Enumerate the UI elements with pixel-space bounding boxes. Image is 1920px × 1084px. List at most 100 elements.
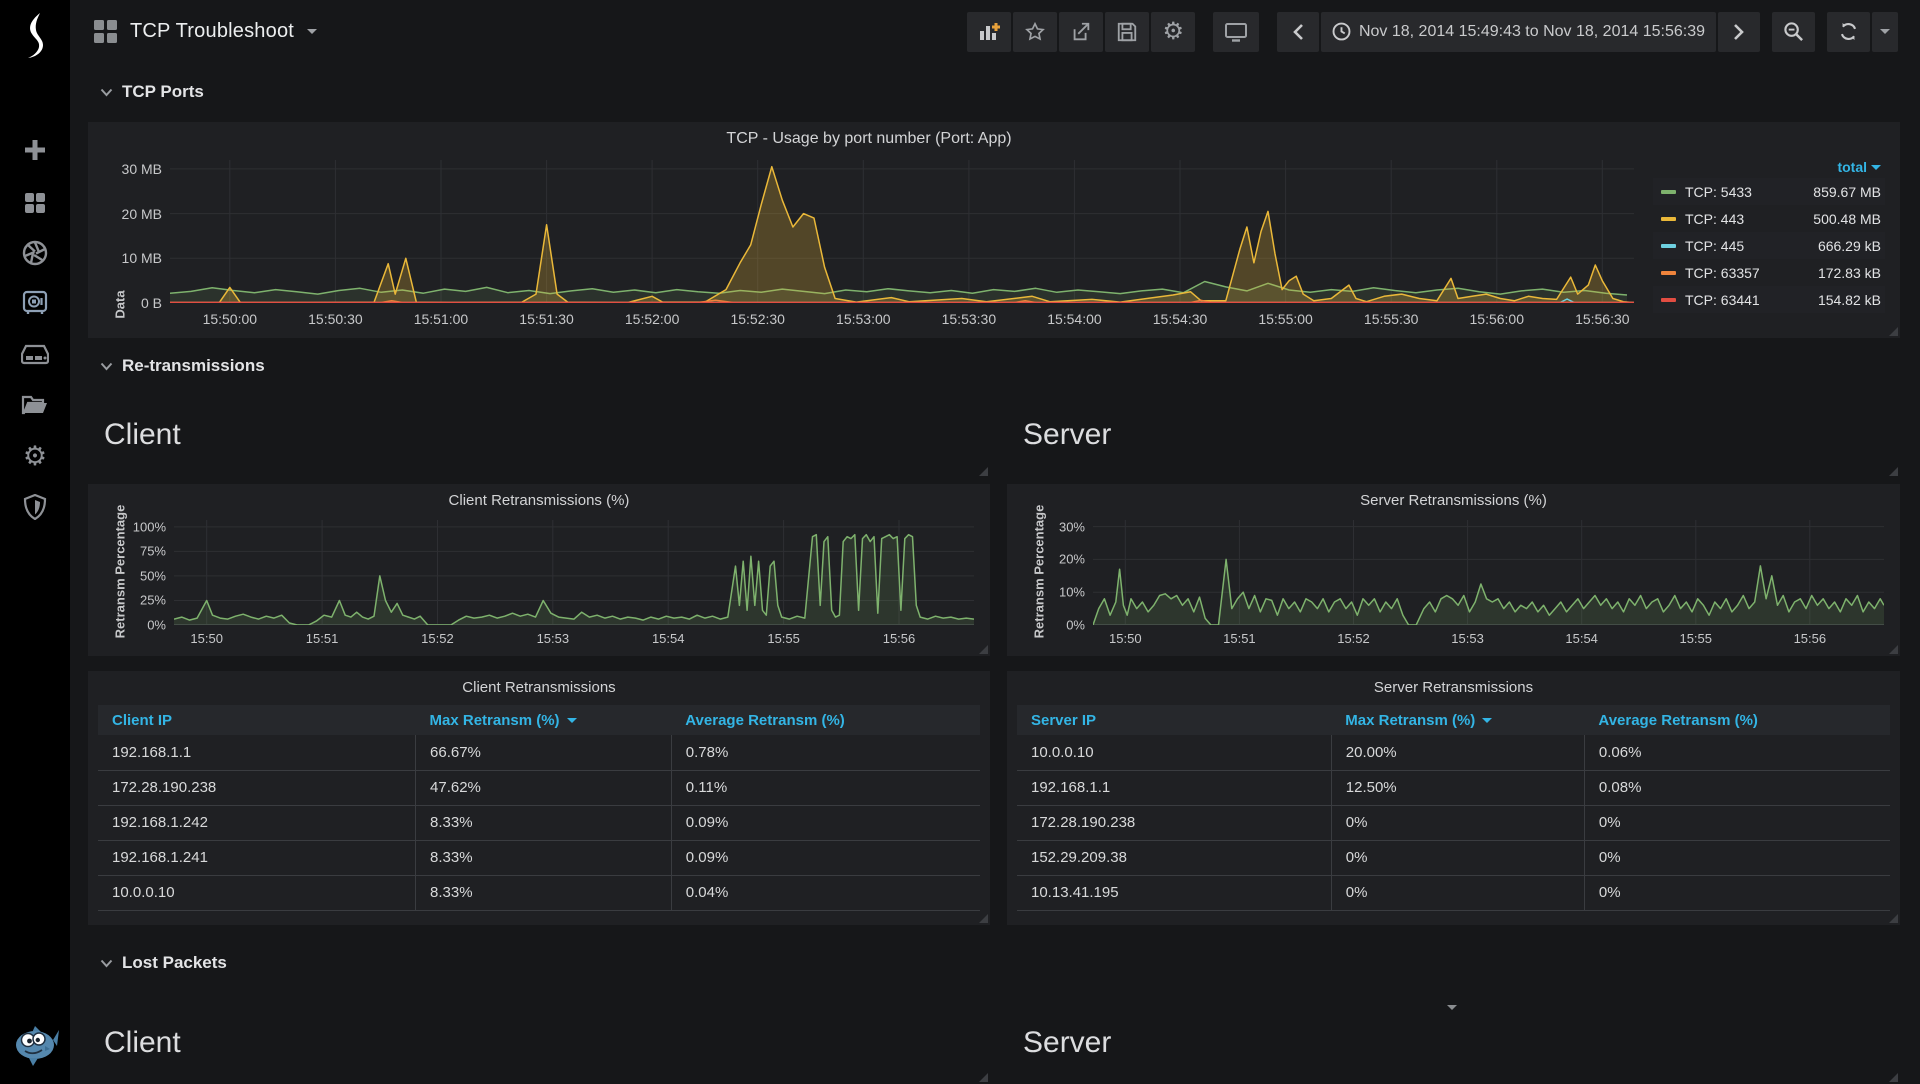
- tcp-usage-chart[interactable]: [170, 160, 1634, 303]
- chevron-right-icon: [1734, 23, 1744, 40]
- chevron-down-icon: [100, 88, 113, 96]
- x-axis-ticks: 15:50:00 15:50:30 15:51:00 15:51:30 15:52:00…: [170, 311, 1634, 331]
- legend-item[interactable]: TCP: 5433 859.67 MB: [1653, 178, 1885, 205]
- sidebar-item-dashboards[interactable]: [0, 183, 70, 223]
- column-header[interactable]: Max Retransm (%): [1331, 705, 1585, 735]
- dashboard-title-menu[interactable]: TCP Troubleshoot: [94, 20, 318, 43]
- table-cell: 12.50%: [1330, 770, 1585, 806]
- chevron-down-icon: [100, 362, 113, 370]
- table-cell: 8.33%: [415, 875, 672, 911]
- sidebar-item-admin[interactable]: [0, 487, 70, 527]
- axis-tick-label: 15:52: [1337, 631, 1370, 646]
- legend-sort-total[interactable]: total: [1837, 159, 1867, 175]
- column-header[interactable]: Server IP: [1017, 705, 1332, 735]
- settings-button[interactable]: ⚙: [1151, 11, 1195, 52]
- scroll-hint-caret[interactable]: [1447, 997, 1457, 1015]
- axis-tick-label: 15:56: [882, 631, 916, 646]
- panel-tcp-usage: TCP - Usage by port number (Port: App) D…: [88, 122, 1900, 338]
- time-forward-button[interactable]: [1718, 11, 1760, 52]
- legend-item[interactable]: TCP: 63441 154.82 kB: [1653, 286, 1885, 313]
- panel-title[interactable]: Client Retransmissions (%): [448, 492, 630, 509]
- axis-tick-label: 15:52: [421, 631, 454, 646]
- legend-series-name: TCP: 443: [1685, 210, 1745, 227]
- time-back-button[interactable]: [1276, 11, 1319, 52]
- panel-title[interactable]: Client Retransmissions: [462, 679, 616, 696]
- legend-series-name: TCP: 445: [1685, 237, 1745, 254]
- axis-tick-label: 0%: [147, 617, 166, 633]
- axis-tick-label: 15:55: [767, 631, 800, 646]
- table-cell: 66.67%: [415, 735, 672, 771]
- x-axis-ticks: 15:50 15:51 15:52 15:53 15:54 15:55 15:56: [174, 631, 974, 649]
- axis-tick-label: 15:51:00: [413, 311, 469, 327]
- axis-tick-label: 15:53:30: [941, 311, 997, 327]
- chevron-down-icon: [100, 959, 113, 967]
- table-row: 192.168.1.241 8.33% 0.09%: [98, 840, 980, 876]
- add-panel-button[interactable]: [967, 11, 1012, 52]
- series-color-swatch: [1661, 297, 1676, 302]
- axis-tick-label: 0%: [1066, 617, 1085, 633]
- table-cell: 192.168.1.242: [98, 805, 416, 841]
- row-title: TCP Ports: [122, 82, 204, 101]
- star-button[interactable]: [1013, 11, 1058, 52]
- caret-down-icon: [1880, 29, 1890, 34]
- sidebar-item-datasources[interactable]: [0, 334, 70, 374]
- column-header[interactable]: Average Retransm (%): [671, 705, 980, 735]
- save-button[interactable]: [1105, 11, 1150, 52]
- refresh-button[interactable]: [1827, 11, 1870, 52]
- row-header-lost-packets[interactable]: Lost Packets: [100, 953, 227, 973]
- table-row: 172.28.190.238 47.62% 0.11%: [98, 770, 980, 806]
- vault-icon: [22, 290, 48, 314]
- sidebar-item-folder[interactable]: [0, 385, 70, 425]
- column-header[interactable]: Client IP: [98, 705, 416, 735]
- shield-icon: [23, 494, 47, 520]
- row-header-retransmissions[interactable]: Re-transmissions: [100, 356, 265, 376]
- series-color-swatch: [1661, 243, 1676, 248]
- time-range-button[interactable]: Nov 18, 2014 15:49:43 to Nov 18, 2014 15…: [1320, 11, 1716, 52]
- table-cell: 10.13.41.195: [1017, 875, 1332, 911]
- table-cell: 0%: [1330, 805, 1585, 841]
- row-header-tcp-ports[interactable]: TCP Ports: [100, 82, 204, 102]
- table-cell: 8.33%: [415, 840, 672, 876]
- axis-tick-label: 15:54:00: [1047, 311, 1102, 327]
- fish-mascot[interactable]: [9, 1018, 61, 1075]
- text-panel-lost-server: Server: [1007, 1008, 1900, 1084]
- gear-icon: ⚙: [22, 440, 48, 471]
- y-axis-ticks: 0% 25% 50% 75% 100%: [124, 519, 166, 632]
- legend-item[interactable]: TCP: 445 666.29 kB: [1653, 232, 1885, 259]
- y-axis-ticks: 0% 10% 20% 30%: [1043, 519, 1085, 632]
- table-cell: 152.29.209.38: [1017, 840, 1332, 876]
- panel-server-retransmissions-graph: Server Retransmissions (%) Retransm Perc…: [1007, 484, 1900, 656]
- refresh-interval-button[interactable]: [1872, 11, 1898, 52]
- panel-title[interactable]: Server Retransmissions (%): [1360, 492, 1547, 509]
- legend-series-total: 500.48 MB: [1813, 210, 1881, 227]
- table-cell: 0.04%: [670, 875, 980, 911]
- navbar: TCP Troubleshoot ⚙ Nov 18, 2014 15:49:43…: [70, 0, 1920, 63]
- aperture-icon: [22, 240, 48, 266]
- column-header[interactable]: Average Retransm (%): [1584, 705, 1890, 735]
- panel-title[interactable]: Server Retransmissions: [1373, 679, 1534, 696]
- axis-tick-label: 100%: [132, 519, 166, 535]
- grafana-logo[interactable]: [0, 8, 70, 64]
- sidebar-item-vault[interactable]: [0, 283, 70, 323]
- share-icon: [1074, 22, 1090, 40]
- server-retransmissions-chart[interactable]: [1093, 520, 1884, 625]
- fish-icon: [16, 1026, 59, 1066]
- share-button[interactable]: [1059, 11, 1104, 52]
- sidebar-item-snapshots[interactable]: [0, 233, 70, 273]
- axis-tick-label: 15:52:00: [624, 311, 680, 327]
- legend-item[interactable]: TCP: 443 500.48 MB: [1653, 205, 1885, 232]
- legend-item[interactable]: TCP: 63357 172.83 kB: [1653, 259, 1885, 286]
- zoom-out-button[interactable]: [1772, 11, 1815, 52]
- column-header[interactable]: Max Retransm (%): [415, 705, 672, 735]
- axis-tick-label: 20%: [1058, 551, 1085, 567]
- table-cell: 0.09%: [670, 805, 980, 841]
- axis-tick-label: 15:53:00: [836, 311, 891, 327]
- table-row: 192.168.1.1 12.50% 0.08%: [1017, 770, 1890, 806]
- tv-mode-button[interactable]: [1212, 11, 1259, 52]
- axis-tick-label: 50%: [139, 568, 166, 584]
- panel-title[interactable]: TCP - Usage by port number (Port: App): [726, 130, 1012, 147]
- sidebar-item-settings[interactable]: ⚙: [0, 436, 70, 476]
- axis-tick-label: 15:55: [1679, 631, 1713, 646]
- sidebar-item-add[interactable]: [0, 130, 70, 170]
- client-retransmissions-chart[interactable]: [174, 520, 974, 625]
